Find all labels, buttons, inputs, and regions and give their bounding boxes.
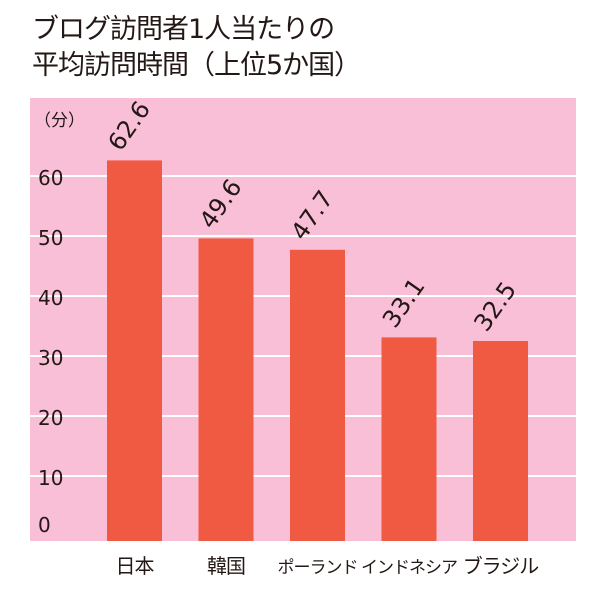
bar (473, 341, 528, 541)
y-tick-label: 10 (38, 466, 63, 490)
bar (381, 337, 437, 541)
bar (198, 238, 254, 541)
category-label: ポーランド (278, 558, 358, 578)
chart-title: ブログ訪問者1人当たりの 平均訪問時間（上位5か国） (32, 12, 361, 84)
y-tick-label: 30 (38, 346, 63, 370)
y-tick-label: 20 (38, 406, 63, 430)
title-line-2: 平均訪問時間（上位5か国） (32, 50, 361, 81)
y-tick-label: 60 (38, 166, 63, 190)
category-label: インドネシア (361, 558, 457, 578)
category-label: 韓国 (207, 554, 245, 578)
bar (107, 160, 162, 541)
category-label: 日本 (116, 554, 155, 578)
y-tick-label: 50 (38, 226, 63, 250)
title-line-1: ブログ訪問者1人当たりの (32, 14, 335, 45)
y-tick-label: 0 (38, 513, 51, 537)
y-tick-label: 40 (38, 286, 63, 310)
category-label: ブラジル (463, 554, 540, 578)
y-axis-unit: （分） (34, 111, 85, 131)
bar (290, 249, 345, 542)
